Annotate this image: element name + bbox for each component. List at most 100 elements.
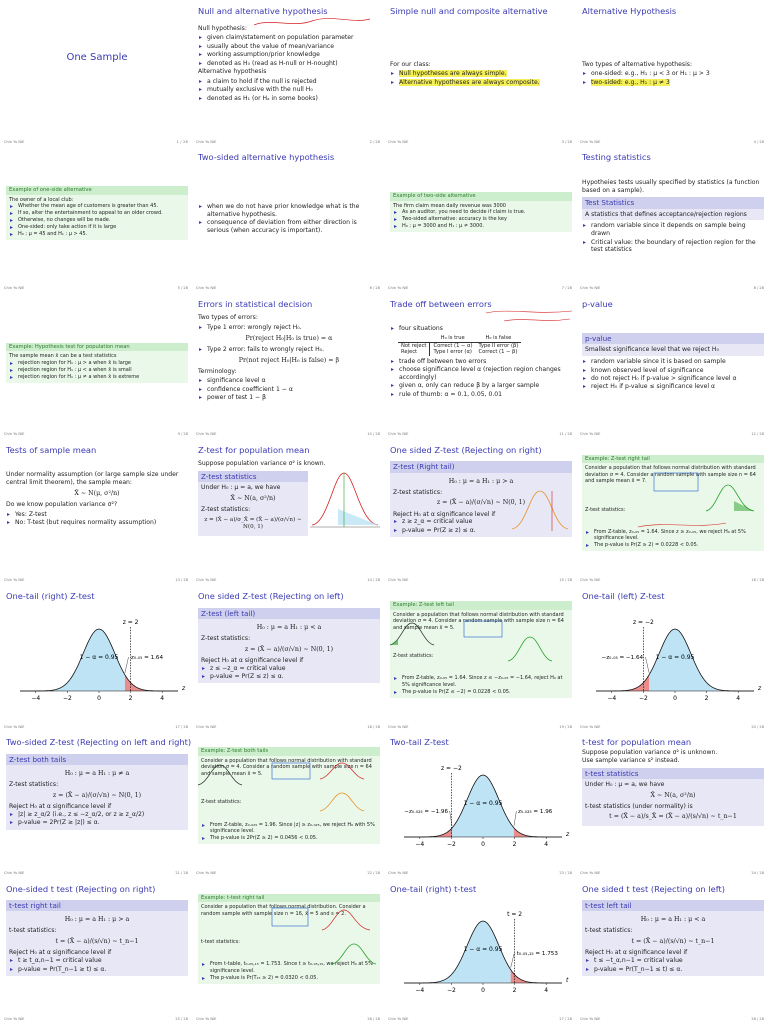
footer-author: Chin Yu NIE (196, 285, 217, 290)
acceptance-region (452, 774, 514, 837)
definition-block: Z-test (Right tail) H₀ : μ = a H₁ : μ > … (390, 461, 572, 538)
slide-25[interactable]: One-sided t test (Rejecting on right) t-… (0, 878, 192, 1024)
slide-title: One sided t test (Rejecting on left) (582, 883, 725, 894)
list-item: p-value = Pr(Z ≥ z) ≤ α. (394, 527, 569, 535)
slide-title: Testing statistics (582, 152, 651, 163)
tick-label: 2 (129, 695, 133, 702)
slide-7[interactable]: Example of two-side alternative The firm… (384, 146, 576, 292)
slide-20[interactable]: One-tail (left) Z-test −4 −2 0 2 4 z z = −2 1 −… (576, 585, 768, 731)
footer-author: Chin Yu NIE (196, 724, 217, 729)
example-block: Example: Hypothesis test for population … (6, 342, 188, 383)
list-item: The p-value is Pr(Z ≤ −2) = 0.0228 < 0.0… (394, 689, 569, 697)
example-text: The firm claim mean daily revenue was 30… (393, 202, 506, 209)
rejection-tail (596, 674, 650, 691)
block-text: Reject H₀ at α significance level if (393, 510, 496, 518)
slide-22[interactable]: Example: Z-test both tails Consider a po… (192, 731, 384, 877)
footer-author: Chin Yu NIE (388, 432, 409, 437)
slide-14[interactable]: Z-test for population mean Suppose popul… (192, 439, 384, 585)
observed-label: t = 2 (507, 911, 522, 918)
slide-16[interactable]: Example: Z-test right tail Consider a po… (576, 439, 768, 585)
slide-19[interactable]: Example: Z-test left tail Consider a pop… (384, 585, 576, 731)
example-text: Consider a population that follows norma… (201, 757, 372, 777)
slide-10[interactable]: Errors in statistical decision Two types… (192, 293, 384, 439)
page-number: 13 / 28 (175, 578, 188, 583)
slide-18[interactable]: One sided Z-test (Rejecting on left) Z-t… (192, 585, 384, 731)
slide-12[interactable]: p-value p-value Smallest significance le… (576, 293, 768, 439)
formula: X̄ ∼ N(a, σ²/n) (650, 791, 696, 799)
slide-title: Tests of sample mean (6, 444, 97, 455)
formula: t = (X̄ − a)/(s/√n) ∼ t_n−1 (55, 938, 139, 946)
list-item: t ≥ t_α,n−1 = critical value (10, 957, 185, 965)
page-number: 25 / 28 (175, 1017, 188, 1022)
page-number: 1 / 28 (176, 139, 188, 144)
table-header: H₀ is false (475, 334, 522, 343)
page-number: 18 / 28 (367, 724, 380, 729)
slide-17[interactable]: One-tail (right) Z-test −4 −2 0 2 4 z z = 2 1 −… (0, 585, 192, 731)
error-table: H₀ is true H₀ is false Not reject Correct … (398, 334, 522, 356)
bullet-list: Null hypotheses are always simple. Alter… (390, 70, 572, 86)
slide-26[interactable]: Example: t-test right tail Consider a po… (192, 878, 384, 1024)
slide-6[interactable]: Two-sided alternative hypothesis when we… (192, 146, 384, 292)
formula: H₀ : μ = a H₁ : μ < a (640, 916, 706, 924)
slide-3[interactable]: Simple null and composite alternative Fo… (384, 0, 576, 146)
slide-5[interactable]: Example of one-side alternative The owne… (0, 146, 192, 292)
slide-11[interactable]: Trade off between errors four situations… (384, 293, 576, 439)
list-item: one-sided: e.g., H₁ : μ < 3 or H₁ : μ > … (583, 70, 764, 78)
slide-title: Errors in statistical decision (198, 298, 313, 309)
tick-label: −2 (447, 841, 456, 848)
slide-15[interactable]: One sided Z-test (Rejecting on right) Z-… (384, 439, 576, 585)
slide-13[interactable]: Tests of sample mean Under normality ass… (0, 439, 192, 585)
definition-block: p-value Smallest significance level that… (582, 333, 764, 357)
list-item: From Z-table, z₀.₀₅ = 1.64. Since z ≤ −z… (394, 675, 569, 688)
page-number: 15 / 28 (559, 578, 572, 583)
block-text: Z-test statistics: (201, 634, 251, 642)
slide-1[interactable]: One Sample Chin Yu NIE 1 / 28 (0, 0, 192, 146)
page-number: 6 / 28 (369, 285, 380, 290)
slide-27[interactable]: One-tail (right) t-test −4 −2 0 2 4 t t = 2 1 −… (384, 878, 576, 1024)
tick-label: 0 (673, 695, 677, 702)
slide-title: Two-sided Z-test (Rejecting on left and … (6, 737, 192, 748)
handwritten-annotation (485, 310, 573, 321)
slide-9[interactable]: Example: Hypothesis test for population … (0, 293, 192, 439)
slide-24[interactable]: t-test for population mean Suppose popul… (576, 731, 768, 877)
slide-4[interactable]: Alternative Hypothesis Two types of alte… (576, 0, 768, 146)
list-item: z ≤ −z_α = critical value (202, 665, 377, 673)
example-title: Example of one-side alternative (6, 186, 188, 195)
block-text: t-test statistics (under normality) is (585, 802, 693, 810)
list-item: when we do not have prior knowledge what… (199, 203, 380, 219)
list-item: consequence of deviation from either dir… (199, 219, 380, 235)
bullet-list: random variable since it depends on samp… (582, 222, 764, 254)
example-block: Example: Z-test right tail Consider a po… (582, 454, 764, 552)
text-line: Do we know population variance σ²? (6, 501, 118, 509)
example-block: Example of two-side alternative The firm… (390, 192, 572, 233)
slide-28[interactable]: One sided t test (Rejecting on left) t-t… (576, 878, 768, 1024)
tick-label: 0 (481, 841, 485, 848)
footer-author: Chin Yu NIE (580, 871, 601, 875)
area-label: 1 − α = 0.95 (464, 946, 503, 953)
slide-2[interactable]: Null and alternative hypothesis Null hyp… (192, 0, 384, 146)
table-row: Reject Type I error (α) Correct (1 − β) (398, 349, 521, 356)
tick-label: −2 (639, 695, 648, 702)
list-item: do not reject H₀ if p-value > significan… (583, 375, 764, 383)
tick-label: 4 (544, 841, 548, 848)
slide-23[interactable]: Two-tail Z-test −4 −2 0 2 4 z z = −2 1 − α = 0.… (384, 731, 576, 877)
page-number: 21 / 28 (175, 871, 188, 875)
block-title: Z-test both tails (6, 753, 188, 766)
block-text: t-test statistics: (585, 927, 633, 935)
slide-21[interactable]: Two-sided Z-test (Rejecting on left and … (0, 731, 192, 877)
list-item: Otherwise, no changes will be made. (10, 217, 185, 225)
normal-curve-chart: −4 −2 0 2 4 z z = 2 1 − α = 0.95 z₀.₀₅ = 1.64 (20, 619, 186, 702)
slide-8[interactable]: Testing statistics Hypotheies tests usua… (576, 146, 768, 292)
footer-author: Chin Yu NIE (196, 871, 217, 875)
footer-author: Chin Yu NIE (388, 285, 409, 290)
observed-label: z = −2 (633, 619, 654, 626)
slide-title: One-sided t test (Rejecting on right) (6, 883, 156, 894)
footer-author: Chin Yu NIE (4, 139, 25, 144)
page-number: 28 / 28 (751, 1017, 764, 1022)
example-text: Consider a population that follows norma… (585, 465, 756, 485)
list-item: |z| ≥ z_α/2 (i.e., z ≤ −z_α/2, or z ≥ z_… (10, 811, 185, 819)
footer-author: Chin Yu NIE (196, 578, 217, 583)
critical-label: −z₀.₀₅ = −1.64 (602, 655, 644, 661)
slide-title: One-tail (right) Z-test (6, 591, 95, 602)
footer-author: Chin Yu NIE (388, 724, 409, 729)
